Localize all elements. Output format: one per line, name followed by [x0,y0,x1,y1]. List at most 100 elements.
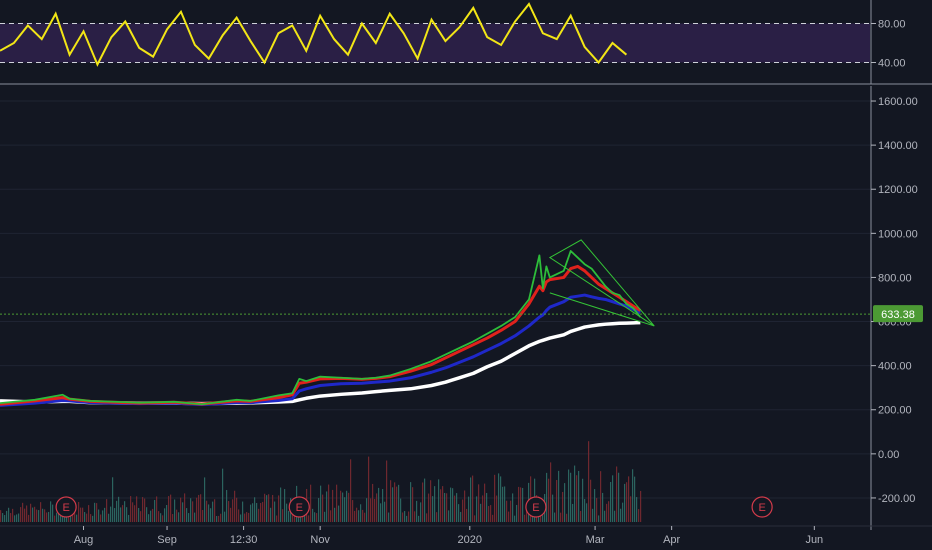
volume-bar [42,508,44,522]
volume-bar [574,465,576,522]
volume-bar [50,501,52,522]
volume-bar [338,505,340,522]
volume-bar [390,480,392,522]
volume-bar [404,511,406,522]
rsi-y-tick-label: 40.00 [878,58,906,70]
volume-bar [4,515,6,522]
volume-bar [308,515,310,522]
volume-bar [616,466,618,522]
volume-bar [572,503,574,522]
volume-bar [276,515,278,522]
volume-bar [252,503,254,522]
volume-bar [506,500,508,522]
earnings-marker-label: E [62,502,69,514]
earnings-marker-circle [525,496,547,518]
volume-bar [244,513,246,522]
volume-bar [418,515,420,522]
volume-bar [310,484,312,522]
volume-bar [100,514,102,522]
volume-bar [334,507,336,522]
volume-bar [196,497,198,522]
volume-bar [278,495,280,522]
volume-bar [638,509,640,522]
volume-bar [184,493,186,522]
volume-bar [144,498,146,522]
volume-bar [288,510,290,522]
volume-bar [162,515,164,522]
volume-bar [210,508,212,522]
x-tick-label: Nov [310,534,330,546]
volume-bar [434,486,436,522]
volume-bar [132,502,134,522]
volume-bar [596,498,598,522]
volume-bar [590,479,592,522]
volume-bar [388,512,390,522]
volume-bar [340,490,342,522]
volume-bar [260,502,262,522]
triangle-pattern[interactable] [548,239,655,327]
volume-bar [568,469,570,522]
volume-bar [292,513,294,522]
volume-bar [240,514,242,522]
volume-bar [104,507,106,522]
price-line [0,250,642,406]
volume-bar [178,512,180,522]
price-y-tick-label: 200.00 [878,405,912,417]
volume-bar [442,486,444,522]
volume-bar [628,476,630,522]
volume-bar [78,501,80,522]
volume-bar [466,508,468,522]
volume-bar [364,512,366,522]
volume-bar [36,509,38,522]
earnings-marker-label: E [532,502,539,514]
volume-bar [546,472,548,522]
volume-bar [248,512,250,522]
volume-bar [200,494,202,522]
volume-bar [326,491,328,522]
triangle-bisector[interactable] [549,292,655,327]
volume-bar [636,497,638,522]
volume-bar [488,506,490,522]
volume-bar [272,494,274,522]
volume-bar [384,501,386,522]
volume-bar [584,499,586,522]
volume-bar [330,510,332,522]
volume-bar [54,515,56,522]
volume-bar [502,486,504,522]
volume-bar [160,513,162,522]
volume-bar [154,499,156,522]
x-tick-label: Sep [157,534,177,546]
price-y-tick-label: 1200.00 [878,184,918,196]
earnings-marker[interactable]: E [525,496,547,518]
volume-bar [440,489,442,522]
volume-bar [346,490,348,522]
volume-bar [6,510,8,522]
volume-bar [262,501,264,522]
volume-bar [336,484,338,522]
volume-bar [268,494,270,522]
volume-bar [378,487,380,522]
volume-bar [26,505,28,522]
volume-bar [30,503,32,522]
volume-bar [612,475,614,522]
volume-bar [146,507,148,522]
volume-bar [354,510,356,522]
volume-bar [458,504,460,522]
earnings-marker[interactable]: E [751,496,773,518]
earnings-marker-label: E [758,502,765,514]
volume-bar [580,510,582,522]
earnings-marker[interactable]: E [288,496,310,518]
volume-bar [522,487,524,522]
price-y-tick-label: 0.00 [878,449,899,461]
volume-bar [320,485,322,522]
volume-bar [608,501,610,522]
volume-bar [464,490,466,522]
volume-bar [316,513,318,522]
volume-bar [552,494,554,522]
volume-bar [312,508,314,522]
earnings-marker[interactable]: E [55,496,77,518]
volume-bar [60,515,62,522]
volume-bar [222,468,224,522]
rsi-y-axis: 80.00 40.00 [870,0,906,84]
volume-bar [600,471,602,522]
